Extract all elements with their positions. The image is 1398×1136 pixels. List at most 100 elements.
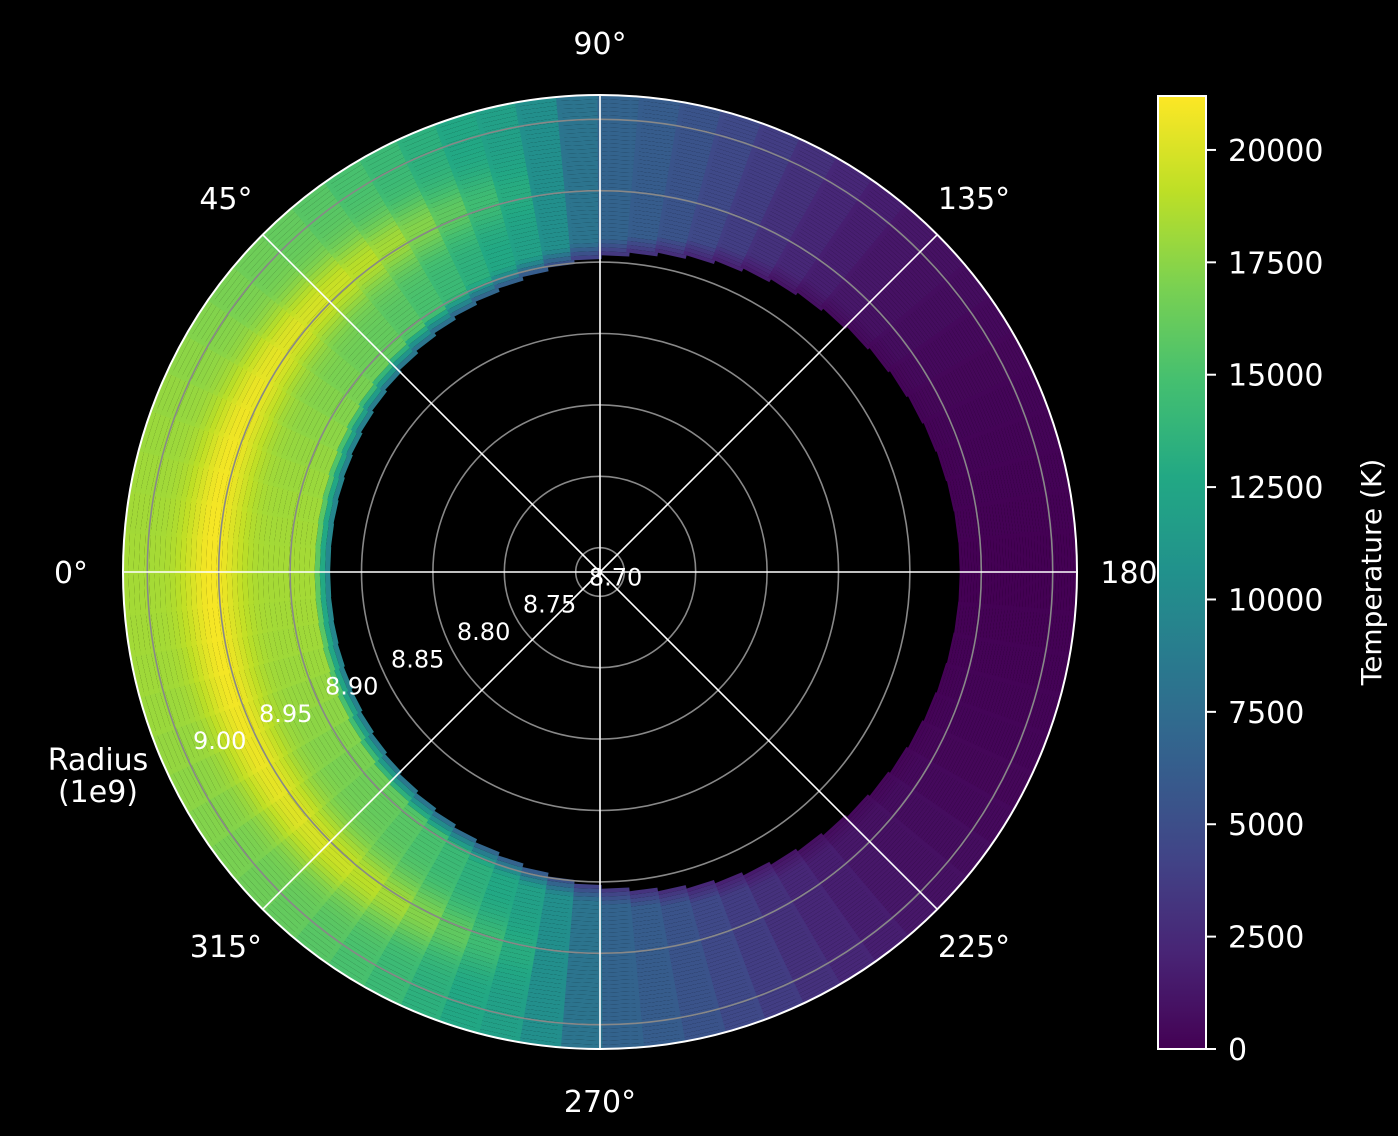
heat-cell: [248, 508, 258, 544]
heat-cell: [776, 862, 808, 885]
heat-cell: [856, 310, 883, 340]
heat-cell: [292, 651, 307, 683]
heat-cell: [890, 835, 920, 868]
heat-cell: [337, 938, 378, 967]
heat-cell: [844, 794, 871, 822]
heat-cell: [820, 303, 848, 330]
heat-cell: [701, 182, 740, 198]
heat-cell: [765, 913, 802, 935]
heat-cell: [440, 127, 485, 146]
heat-cell: [341, 747, 365, 775]
heat-cell: [267, 212, 305, 247]
heat-cell: [865, 185, 905, 216]
heat-cell: [824, 298, 853, 325]
heat-cell: [835, 229, 870, 258]
heat-cell: [534, 209, 571, 219]
heat-cell: [948, 740, 970, 778]
heat-cell: [559, 1002, 603, 1008]
heat-cell: [850, 907, 887, 937]
heat-cell: [840, 894, 876, 923]
heat-cell: [461, 941, 501, 957]
heat-cell: [268, 798, 297, 833]
heat-cell: [272, 720, 293, 755]
heat-cell: [397, 854, 429, 878]
heat-cell: [267, 452, 283, 487]
angle-tick-label: 270°: [564, 1085, 636, 1120]
heat-cell: [335, 173, 376, 202]
heat-cell: [318, 671, 335, 700]
heat-cell: [276, 753, 301, 787]
heat-cell: [941, 444, 955, 480]
heat-cell: [838, 892, 874, 920]
heat-cell: [329, 756, 354, 785]
heat-cell: [952, 667, 967, 704]
heat-cell: [981, 299, 1009, 341]
heat-cell: [943, 665, 958, 701]
heat-cell: [951, 633, 963, 670]
heat-cell: [749, 880, 782, 900]
heat-cell: [840, 221, 876, 250]
heat-cell: [896, 269, 928, 303]
heat-cell: [900, 207, 937, 242]
heat-cell: [927, 292, 956, 328]
heat-cell: [994, 463, 1007, 504]
heat-cell: [362, 904, 399, 930]
heat-cell: [985, 501, 994, 540]
heat-cell: [958, 570, 963, 606]
heat-cell: [372, 889, 408, 914]
heat-cell: [597, 135, 641, 141]
heat-cell: [1008, 682, 1024, 725]
heat-cell: [512, 245, 545, 257]
heat-cell: [694, 921, 731, 937]
heat-cell: [189, 758, 215, 800]
heat-cell: [983, 638, 995, 678]
heat-cell: [1023, 494, 1032, 537]
heat-cell: [175, 336, 202, 380]
heat-cell: [1060, 529, 1066, 575]
heat-cell: [924, 242, 958, 278]
heat-cell: [993, 340, 1017, 382]
heat-cell: [272, 795, 301, 830]
heat-cell: [930, 872, 965, 909]
heat-cell: [662, 203, 699, 215]
heat-cell: [345, 927, 385, 954]
heat-cell: [281, 751, 305, 785]
heat-cell: [717, 121, 762, 139]
heat-cell: [259, 345, 285, 381]
heat-cell: [493, 276, 524, 290]
heat-cell: [563, 181, 603, 187]
heat-cell: [332, 833, 363, 862]
heat-cell: [949, 441, 964, 478]
heat-cell: [964, 357, 987, 396]
heat-cell: [1020, 456, 1033, 499]
heat-cell: [451, 969, 493, 987]
heat-cell: [535, 213, 571, 223]
heat-cell: [183, 422, 201, 464]
heat-cell: [337, 750, 361, 779]
heat-cell: [797, 980, 841, 1006]
heat-cell: [922, 692, 939, 726]
heat-cell: [849, 317, 876, 346]
heat-cell: [961, 538, 966, 574]
heat-cell: [176, 606, 187, 649]
heat-cell: [326, 642, 341, 670]
heat-cell: [1006, 723, 1027, 766]
heat-cell: [762, 907, 798, 929]
heat-cell: [663, 932, 700, 945]
heat-cell: [1009, 331, 1034, 374]
heat-cell: [850, 207, 887, 237]
heat-cell: [516, 1024, 563, 1035]
heat-cell: [248, 246, 282, 283]
heat-cell: [753, 889, 788, 910]
heat-cell: [384, 782, 410, 806]
heat-cell: [194, 387, 215, 429]
heat-cell: [525, 159, 567, 169]
heat-cell: [928, 771, 953, 807]
heat-cell: [817, 863, 850, 890]
heat-cell: [437, 845, 468, 865]
heat-cell: [597, 95, 645, 102]
heat-cell: [451, 245, 485, 263]
heat-cell: [508, 228, 543, 241]
heat-cell: [822, 938, 862, 966]
heat-cell: [1008, 606, 1017, 647]
